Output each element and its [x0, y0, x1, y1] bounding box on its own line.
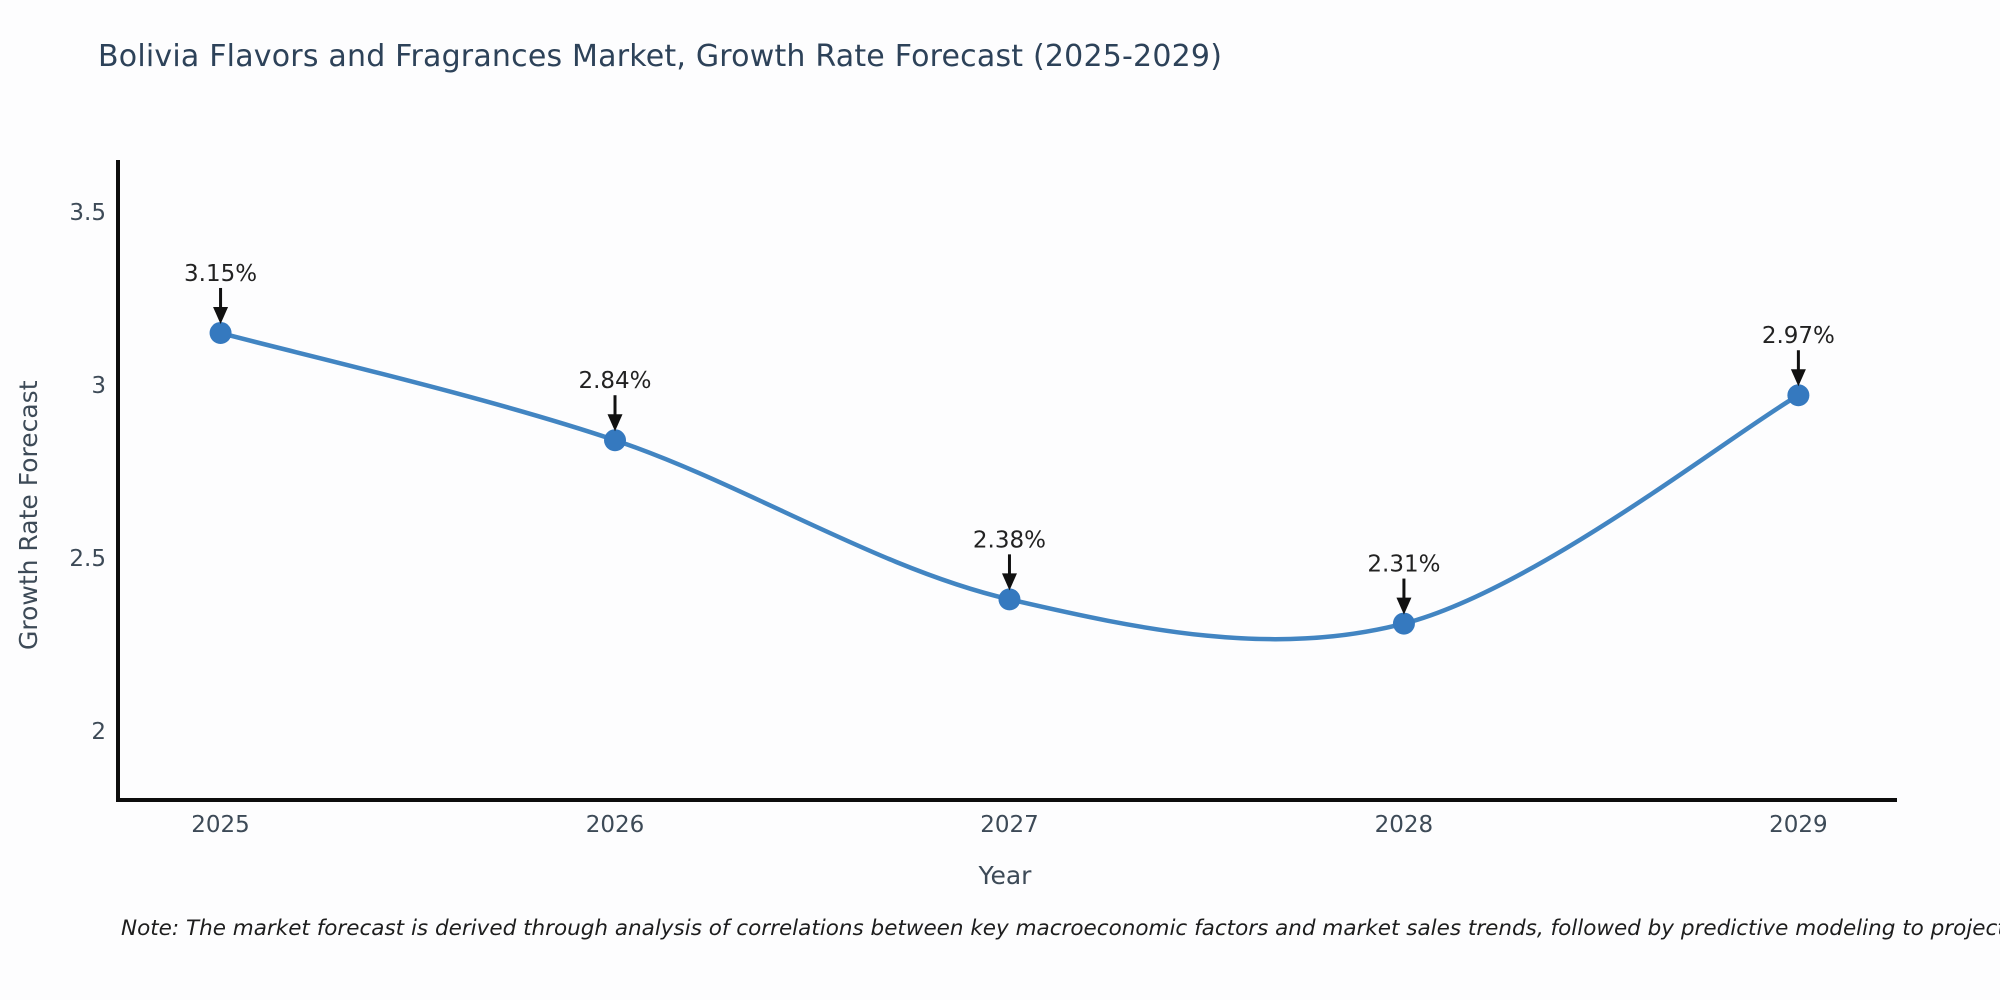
data-point-label: 3.15%	[184, 261, 257, 287]
x-tick-label: 2026	[586, 812, 645, 838]
annotation-arrowhead	[213, 306, 229, 324]
annotation-arrowhead	[1001, 573, 1017, 591]
annotation-arrowhead	[607, 414, 623, 432]
x-axis-title: Year	[978, 861, 1032, 890]
data-point-marker	[998, 588, 1021, 611]
data-point-label: 2.31%	[1367, 552, 1440, 578]
data-point-marker	[209, 321, 232, 344]
chart-title: Bolivia Flavors and Fragrances Market, G…	[98, 39, 1223, 74]
y-tick-label: 3	[91, 373, 106, 399]
y-tick-label: 3.5	[69, 200, 106, 226]
data-point-label: 2.84%	[578, 368, 651, 394]
x-tick-label: 2025	[191, 812, 250, 838]
data-point-marker	[1392, 612, 1415, 635]
y-tick-label: 2	[91, 719, 106, 745]
data-point-marker	[1787, 384, 1810, 407]
data-point-marker	[604, 429, 627, 452]
data-point-label: 2.97%	[1762, 323, 1835, 349]
y-axis-title: Growth Rate Forecast	[14, 380, 43, 651]
x-tick-label: 2028	[1375, 812, 1434, 838]
annotation-arrowhead	[1790, 369, 1806, 387]
y-tick-label: 2.5	[69, 546, 106, 572]
footnote-text: Note: The market forecast is derived thr…	[121, 916, 2000, 941]
x-tick-label: 2029	[1769, 812, 1828, 838]
data-point-label: 2.38%	[973, 527, 1046, 553]
x-tick-label: 2027	[980, 812, 1039, 838]
annotation-arrowhead	[1396, 597, 1412, 615]
